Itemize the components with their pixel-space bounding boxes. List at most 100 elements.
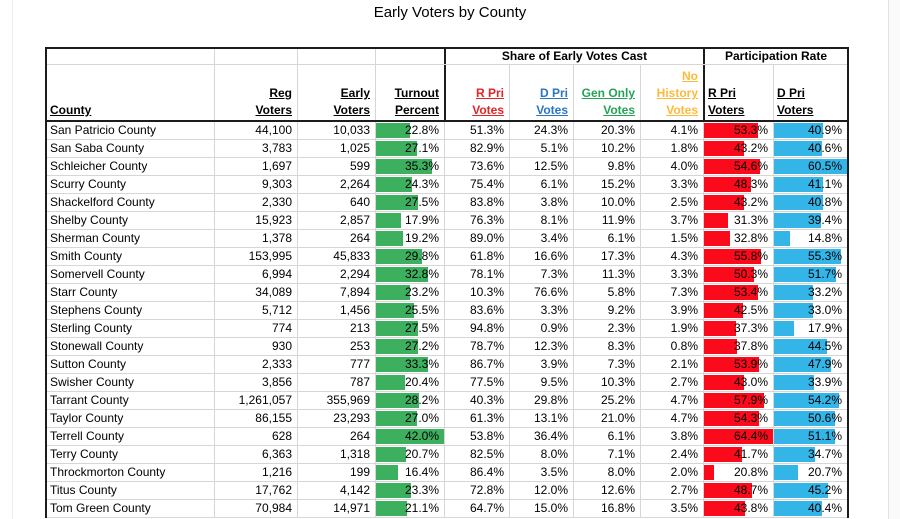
cell-r-share[interactable]: 72.8% [444,482,509,499]
cell-d-share[interactable]: 8.0% [509,446,573,463]
cell-early[interactable]: 199 [297,464,375,481]
cell-early[interactable]: 2,294 [297,266,375,283]
header-r-share[interactable]: R Pri Votes [444,65,509,120]
cell-d-share[interactable]: 13.1% [509,410,573,427]
cell-gen-share[interactable]: 8.3% [573,338,640,355]
cell-d-part[interactable]: 33.0% [773,302,847,319]
cell-early[interactable]: 23,293 [297,410,375,427]
header-group-participation[interactable]: Participation Rate [703,49,847,64]
cell-r-share[interactable]: 73.6% [444,158,509,175]
cell-d-share[interactable]: 16.6% [509,248,573,265]
cell-county[interactable]: Titus County [47,482,214,499]
cell-reg[interactable]: 1,697 [214,158,297,175]
cell-no-hist[interactable]: 3.3% [640,176,703,193]
cell-reg[interactable]: 930 [214,338,297,355]
cell-r-share[interactable]: 82.5% [444,446,509,463]
cell-gen-share[interactable]: 9.2% [573,302,640,319]
cell-early[interactable]: 45,833 [297,248,375,265]
cell-r-share[interactable]: 86.7% [444,356,509,373]
cell-turnout[interactable]: 22.8% [375,122,444,139]
header-county[interactable]: County [47,65,214,120]
cell-turnout[interactable]: 23.2% [375,284,444,301]
cell-no-hist[interactable]: 2.1% [640,356,703,373]
cell-r-share[interactable]: 78.1% [444,266,509,283]
cell-d-share[interactable]: 3.4% [509,230,573,247]
cell-d-share[interactable]: 29.8% [509,392,573,409]
cell-d-part[interactable]: 20.7% [773,464,847,481]
cell-r-part[interactable]: 54.3% [703,410,773,427]
cell-early[interactable]: 1,318 [297,446,375,463]
cell-no-hist[interactable]: 4.1% [640,122,703,139]
cell-reg[interactable]: 3,783 [214,140,297,157]
cell-d-part[interactable]: 33.2% [773,284,847,301]
cell-county[interactable]: Schleicher County [47,158,214,175]
cell-d-part[interactable]: 50.6% [773,410,847,427]
cell-d-part[interactable]: 40.6% [773,140,847,157]
cell-d-share[interactable]: 8.1% [509,212,573,229]
cell-county[interactable]: Smith County [47,248,214,265]
cell-r-part[interactable]: 55.8% [703,248,773,265]
cell-early[interactable]: 2,264 [297,176,375,193]
cell-d-part[interactable]: 54.2% [773,392,847,409]
cell-d-share[interactable]: 12.3% [509,338,573,355]
cell-r-part[interactable]: 43.2% [703,140,773,157]
cell-gen-share[interactable]: 20.3% [573,122,640,139]
cell-gen-share[interactable]: 25.2% [573,392,640,409]
cell-turnout[interactable]: 27.5% [375,320,444,337]
cell-r-part[interactable]: 48.3% [703,176,773,193]
cell-r-share[interactable]: 76.3% [444,212,509,229]
cell-reg[interactable]: 5,712 [214,302,297,319]
cell-r-part[interactable]: 57.9% [703,392,773,409]
cell-turnout[interactable]: 27.0% [375,410,444,427]
cell-r-share[interactable]: 78.7% [444,338,509,355]
cell-gen-share[interactable]: 10.3% [573,374,640,391]
cell-reg[interactable]: 774 [214,320,297,337]
cell-turnout[interactable]: 29.8% [375,248,444,265]
cell-reg[interactable]: 34,089 [214,284,297,301]
cell-r-share[interactable]: 51.3% [444,122,509,139]
cell-early[interactable]: 787 [297,374,375,391]
cell-reg[interactable]: 2,330 [214,194,297,211]
cell-d-part[interactable]: 44.5% [773,338,847,355]
cell-county[interactable]: San Patricio County [47,122,214,139]
cell-early[interactable]: 14,971 [297,500,375,517]
cell-d-part[interactable]: 40.4% [773,500,847,517]
cell-r-part[interactable]: 41.7% [703,446,773,463]
cell-no-hist[interactable]: 3.3% [640,266,703,283]
cell-r-part[interactable]: 42.5% [703,302,773,319]
cell-r-share[interactable]: 83.6% [444,302,509,319]
cell-d-part[interactable]: 40.9% [773,122,847,139]
cell-gen-share[interactable]: 8.0% [573,464,640,481]
cell-r-part[interactable]: 32.8% [703,230,773,247]
cell-r-share[interactable]: 83.8% [444,194,509,211]
cell-county[interactable]: Scurry County [47,176,214,193]
cell-no-hist[interactable]: 1.9% [640,320,703,337]
vertical-scrollbar-track[interactable] [888,0,900,519]
cell-gen-share[interactable]: 16.8% [573,500,640,517]
cell-turnout[interactable]: 33.3% [375,356,444,373]
cell-turnout[interactable]: 20.7% [375,446,444,463]
cell-county[interactable]: Sterling County [47,320,214,337]
cell-r-share[interactable]: 86.4% [444,464,509,481]
cell-reg[interactable]: 2,333 [214,356,297,373]
cell-d-share[interactable]: 36.4% [509,428,573,445]
cell-no-hist[interactable]: 3.5% [640,500,703,517]
cell-early[interactable]: 777 [297,356,375,373]
cell-turnout[interactable]: 16.4% [375,464,444,481]
cell-r-part[interactable]: 50.3% [703,266,773,283]
header-d-part[interactable]: D Pri Voters [773,65,847,120]
cell-d-share[interactable]: 0.9% [509,320,573,337]
cell-county[interactable]: Swisher County [47,374,214,391]
cell-d-part[interactable]: 39.4% [773,212,847,229]
cell-county[interactable]: Shackelford County [47,194,214,211]
cell-gen-share[interactable]: 11.9% [573,212,640,229]
cell-gen-share[interactable]: 10.2% [573,140,640,157]
cell-turnout[interactable]: 25.5% [375,302,444,319]
cell-r-share[interactable]: 53.8% [444,428,509,445]
cell-reg[interactable]: 44,100 [214,122,297,139]
cell-r-share[interactable]: 89.0% [444,230,509,247]
header-early[interactable]: Early Voters [297,65,375,120]
header-gen-share[interactable]: Gen Only Votes [573,65,640,120]
cell-early[interactable]: 264 [297,428,375,445]
cell-reg[interactable]: 153,995 [214,248,297,265]
